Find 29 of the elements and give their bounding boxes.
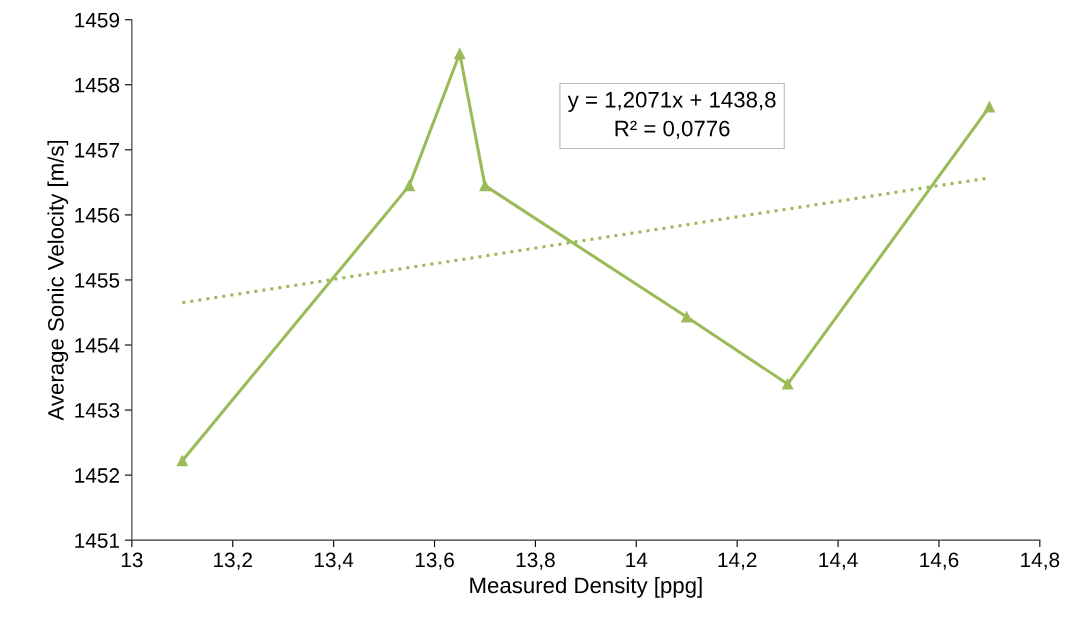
x-tick-label: 14,6 [920,552,959,570]
x-tick-label: 14,8 [1021,552,1060,570]
y-tick-label: 1452 [75,468,120,483]
x-tick-label: 14 [626,552,648,568]
x-tick-label: 13,4 [314,552,354,570]
y-tick-label: 1451 [75,533,120,548]
x-tick-label: 13,8 [516,552,555,570]
y-tick-label: 1454 [75,338,120,353]
point [782,378,794,390]
point [454,48,466,60]
y-tick-label: 1453 [75,403,120,418]
x-tick-label: 14,2 [718,552,757,570]
annotation: y = 1,2071x + 1438,8 R² = 0,0776 [567,91,776,139]
y-tick-label: 1459 [75,12,120,28]
y-tick-label: 1455 [75,273,120,288]
x-tick-label: 13,2 [214,552,252,570]
point [176,455,188,467]
y-tick-label: 1458 [75,77,120,93]
x-tick-label: 13,6 [415,552,454,570]
point [403,180,415,192]
point [681,311,693,323]
y-tick-label: 1456 [75,207,120,223]
point [983,101,995,113]
x-tick-label: 14,4 [819,552,858,570]
y-axis-title: Average Sonic Velocity [m/s] [47,140,69,421]
y-tick-label: 1457 [75,143,120,158]
x-tick-label: 13 [121,552,143,568]
point [479,180,491,192]
x-axis-title: Measured Density [ppg] [470,576,702,598]
